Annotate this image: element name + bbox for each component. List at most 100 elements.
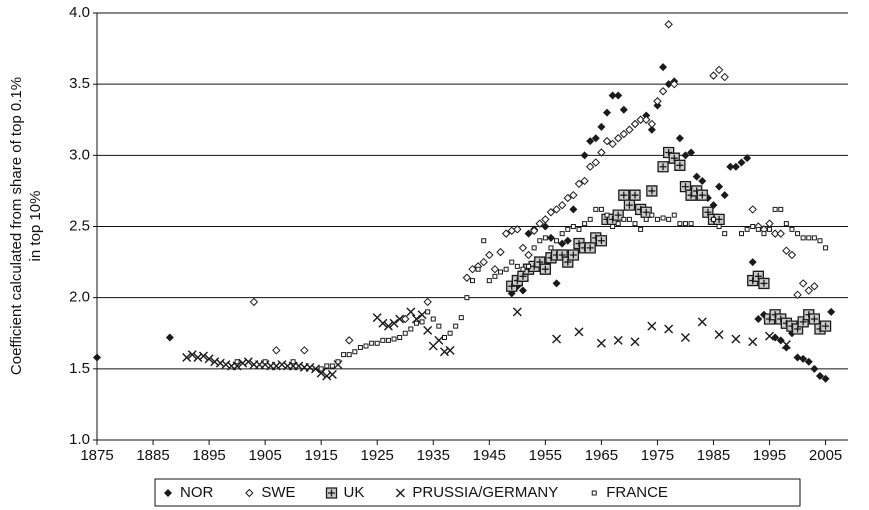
point: [778, 206, 784, 212]
point: [744, 226, 750, 232]
point: [767, 226, 773, 232]
point: [776, 336, 785, 345]
point: [646, 185, 658, 197]
point: [625, 125, 634, 134]
point: [535, 219, 544, 228]
point: [486, 278, 492, 284]
point: [570, 224, 576, 229]
legend-label: FRANCE: [606, 484, 668, 501]
point: [612, 209, 624, 221]
point: [614, 91, 623, 100]
point: [748, 205, 757, 214]
point: [584, 242, 596, 254]
x-tick-label: 2005: [809, 447, 842, 464]
point: [453, 323, 459, 329]
x-tick-label: 1935: [417, 447, 450, 464]
point: [260, 360, 270, 370]
legend-label: PRUSSIA/GERMANY: [412, 484, 558, 501]
point: [795, 231, 801, 237]
point: [524, 250, 533, 260]
point: [758, 277, 770, 290]
point: [324, 363, 330, 369]
point: [558, 239, 567, 248]
point: [322, 371, 332, 381]
point: [750, 224, 756, 229]
x-tick-label: 1955: [529, 447, 562, 464]
point: [290, 359, 296, 365]
point: [709, 71, 718, 80]
point: [587, 216, 593, 222]
point: [658, 87, 668, 96]
point: [608, 139, 617, 149]
legend-label: SWE: [261, 484, 295, 501]
point: [582, 221, 588, 227]
point: [642, 111, 651, 120]
point: [509, 259, 515, 265]
point: [692, 172, 701, 181]
point: [513, 225, 522, 234]
legend-marker: [395, 488, 405, 498]
x-tick-label: 1975: [641, 447, 674, 464]
point: [680, 333, 690, 343]
point: [574, 179, 584, 189]
x-tick-label: 1915: [304, 447, 337, 464]
point: [524, 229, 533, 238]
point: [518, 286, 527, 295]
y-tick-label: 1.0: [69, 431, 90, 448]
point: [782, 343, 791, 352]
y-tick-label: 2.5: [69, 217, 90, 234]
point: [514, 263, 520, 269]
point: [770, 229, 780, 238]
y-tick-label: 4.0: [69, 4, 90, 21]
legend-box: [154, 478, 801, 507]
point: [827, 307, 836, 316]
point: [413, 320, 419, 326]
y-axis-label: Coefficient calculated from share of top…: [8, 77, 25, 375]
x-tick-label: 1985: [697, 447, 730, 464]
point: [671, 212, 677, 218]
point: [647, 125, 656, 134]
point: [713, 213, 725, 226]
point: [664, 80, 673, 89]
point: [603, 108, 612, 117]
point: [597, 122, 606, 131]
point: [638, 226, 644, 232]
point: [344, 336, 354, 345]
point: [666, 216, 672, 222]
point: [363, 343, 369, 349]
point: [408, 326, 414, 332]
point: [423, 297, 432, 307]
point: [546, 208, 556, 217]
point: [739, 231, 745, 237]
point: [383, 321, 393, 331]
point: [498, 269, 504, 275]
y-tick-label: 1.5: [69, 360, 90, 377]
point: [389, 318, 399, 328]
point: [492, 273, 498, 279]
y-tick-label: 3.0: [69, 146, 90, 163]
point: [567, 249, 580, 261]
point: [799, 354, 808, 363]
x-tick-label: 1945: [473, 447, 506, 464]
point: [563, 236, 572, 245]
point: [425, 309, 431, 315]
point: [380, 337, 386, 343]
point: [772, 206, 778, 212]
point: [806, 235, 812, 241]
point: [737, 158, 746, 167]
point: [720, 72, 729, 82]
point: [804, 357, 813, 366]
point: [593, 206, 599, 212]
point: [329, 363, 335, 369]
point: [731, 162, 740, 171]
point: [210, 357, 220, 367]
point: [574, 327, 584, 337]
point: [262, 359, 268, 365]
point: [576, 226, 582, 232]
point: [243, 357, 253, 367]
point: [419, 319, 425, 325]
point: [193, 352, 203, 362]
point: [800, 235, 806, 241]
point: [585, 162, 595, 171]
point: [316, 368, 326, 378]
